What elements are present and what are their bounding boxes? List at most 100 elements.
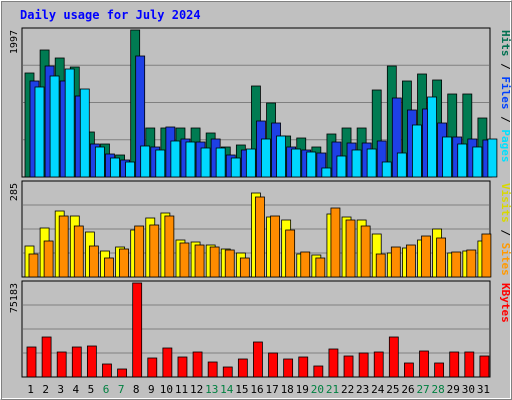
bar-kbytes-day-30 <box>464 351 475 378</box>
bar-pages-day-4 <box>79 88 90 178</box>
bar-kbytes-day-24 <box>373 351 384 378</box>
bar-sites-day-4 <box>73 225 84 278</box>
legend-item-files: Files <box>499 76 512 109</box>
bar-kbytes-day-13 <box>207 361 218 378</box>
bar-sites-day-27 <box>421 235 431 278</box>
x-tick-label-day-16: 16 <box>250 383 263 396</box>
bar-hits-day-29 <box>447 93 458 178</box>
bar-sites-day-10 <box>164 215 175 278</box>
bar-kbytes-day-4 <box>71 346 82 378</box>
bar-kbytes-day-31 <box>479 355 490 378</box>
bar-pages-day-17 <box>276 135 286 178</box>
bar-kbytes-day-8 <box>132 282 143 378</box>
bar-pages-day-24 <box>381 161 392 178</box>
bar-pages-day-31 <box>487 138 498 178</box>
bar-sites-day-7 <box>119 248 129 278</box>
x-tick-label-day-1: 1 <box>27 383 34 396</box>
bar-kbytes-day-20 <box>313 365 324 378</box>
bar-sites-day-31 <box>481 233 492 278</box>
bar-sites-day-14 <box>224 249 235 278</box>
bar-pages-day-8 <box>140 145 151 178</box>
bar-kbytes-day-29 <box>449 351 460 378</box>
bar-sites-day-16 <box>255 196 265 278</box>
x-tick-label-day-24: 24 <box>371 383 385 396</box>
bar-pages-day-18 <box>291 148 302 178</box>
bar-kbytes-day-21 <box>328 348 339 378</box>
bar-pages-day-26 <box>412 124 422 178</box>
legend-item-sites: Sites <box>499 243 512 276</box>
legend-middle: Visits / Sites <box>499 183 512 276</box>
bar-pages-day-13 <box>215 147 226 178</box>
x-tick-label-day-11: 11 <box>175 383 188 396</box>
bar-pages-day-30 <box>472 146 483 178</box>
bar-kbytes-day-2 <box>41 336 52 378</box>
bar-kbytes-day-15 <box>237 358 248 378</box>
x-tick-label-day-27: 27 <box>416 383 429 396</box>
bar-kbytes-day-14 <box>222 366 233 378</box>
bar-kbytes-day-27 <box>419 350 429 378</box>
bar-sites-day-6 <box>104 257 114 278</box>
bar-pages-day-10 <box>170 140 181 178</box>
bar-hits-day-30 <box>462 93 473 178</box>
bar-kbytes-day-11 <box>177 356 188 378</box>
bar-sites-day-13 <box>209 246 220 278</box>
bar-pages-day-12 <box>200 147 211 178</box>
bar-sites-day-8 <box>134 225 145 278</box>
bar-pages-day-3 <box>64 68 75 178</box>
bar-files-day-8 <box>135 55 146 178</box>
x-tick-label-day-23: 23 <box>356 383 369 396</box>
x-tick-label-day-18: 18 <box>281 383 294 396</box>
bar-sites-day-24 <box>375 253 386 278</box>
bar-pages-day-21 <box>336 155 347 178</box>
legend-item-hits: Hits <box>499 30 512 57</box>
bar-kbytes-day-5 <box>86 345 97 378</box>
bar-kbytes-day-7 <box>117 368 127 378</box>
bar-kbytes-day-19 <box>298 356 309 378</box>
legend-top: Hits / Files / Pages <box>499 30 512 163</box>
bar-pages-day-25 <box>396 152 407 178</box>
chart-title: Daily usage for July 2024 <box>20 8 201 22</box>
max-label-bottom: 75183 <box>9 283 20 313</box>
x-tick-label-day-13: 13 <box>205 383 218 396</box>
x-tick-label-day-10: 10 <box>160 383 173 396</box>
bar-kbytes-day-16 <box>253 341 263 378</box>
bar-sites-day-15 <box>239 257 250 278</box>
bar-kbytes-day-18 <box>283 358 294 378</box>
bar-sites-day-17 <box>270 215 280 278</box>
x-tick-label-day-19: 19 <box>296 383 309 396</box>
bar-sites-day-2 <box>43 240 54 278</box>
bar-sites-day-28 <box>436 237 447 278</box>
bar-pages-day-11 <box>185 141 196 178</box>
x-tick-label-day-26: 26 <box>401 383 414 396</box>
bar-sites-day-21 <box>330 207 341 278</box>
x-tick-label-day-29: 29 <box>447 383 460 396</box>
x-tick-label-day-15: 15 <box>235 383 248 396</box>
x-tick-label-day-7: 7 <box>118 383 125 396</box>
bar-pages-day-28 <box>442 136 453 178</box>
x-tick-label-day-31: 31 <box>477 383 490 396</box>
bar-pages-day-20 <box>321 167 332 178</box>
max-label-middle: 285 <box>9 183 20 201</box>
legend-bottom: KBytes <box>499 283 512 323</box>
bar-sites-day-26 <box>406 244 416 278</box>
bar-kbytes-day-28 <box>434 362 445 378</box>
bar-kbytes-day-3 <box>56 351 67 378</box>
legend-separator: / <box>499 223 512 243</box>
bar-sites-day-29 <box>451 251 462 278</box>
bar-pages-day-1 <box>34 86 45 178</box>
max-label-top: 1997 <box>9 30 20 54</box>
bar-pages-day-22 <box>351 149 362 178</box>
bar-kbytes-day-6 <box>102 363 112 378</box>
bar-pages-day-23 <box>366 148 377 178</box>
bar-sites-day-22 <box>345 219 356 278</box>
bar-files-day-25 <box>391 97 402 178</box>
x-tick-label-day-2: 2 <box>42 383 49 396</box>
bar-sites-day-23 <box>360 225 371 278</box>
bar-hits-day-24 <box>371 89 382 178</box>
bar-pages-day-15 <box>245 148 256 178</box>
bar-pages-day-6 <box>110 157 120 178</box>
bar-sites-day-1 <box>28 253 39 278</box>
bar-pages-day-5 <box>94 146 105 178</box>
